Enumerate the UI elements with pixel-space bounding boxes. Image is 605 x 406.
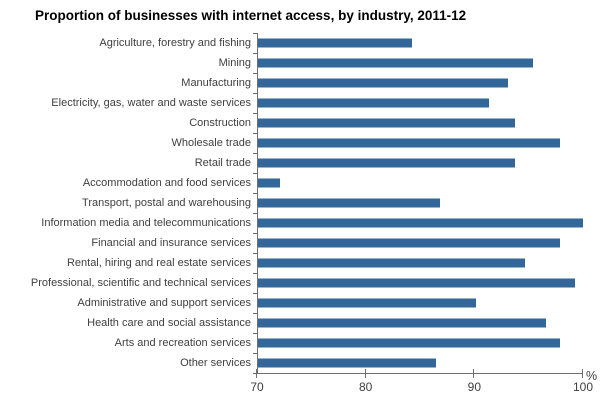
chart-row: Manufacturing — [0, 73, 583, 93]
bar — [258, 138, 561, 148]
x-tick — [473, 369, 475, 378]
bar — [258, 358, 436, 368]
category-label: Information media and telecommunications — [41, 217, 251, 229]
chart-row: Construction — [0, 113, 583, 133]
bar-track — [257, 193, 583, 213]
bar-track — [257, 213, 583, 233]
category-label: Accommodation and food services — [82, 177, 251, 189]
category-label: Manufacturing — [181, 77, 251, 89]
chart-row: Transport, postal and warehousing — [0, 193, 583, 213]
category-label: Administrative and support services — [77, 297, 251, 309]
bar-track — [257, 153, 583, 173]
chart-row: Other services — [0, 353, 583, 374]
x-tick-label: 70 — [250, 380, 264, 394]
x-tick — [256, 369, 257, 378]
bar — [258, 178, 280, 188]
category-label: Electricity, gas, water and waste servic… — [51, 97, 251, 109]
category-label: Construction — [189, 117, 251, 129]
category-label: Transport, postal and warehousing — [82, 197, 251, 209]
chart-row: Financial and insurance services — [0, 233, 583, 253]
bar — [258, 118, 515, 128]
chart-row: Professional, scientific and technical s… — [0, 273, 583, 293]
bar — [258, 258, 525, 268]
chart-title: Proportion of businesses with internet a… — [35, 8, 467, 23]
category-label: Arts and recreation services — [114, 337, 251, 349]
chart-row: Administrative and support services — [0, 293, 583, 313]
category-label: Wholesale trade — [171, 137, 252, 149]
x-tick-label: 80 — [358, 380, 373, 394]
category-label: Agriculture, forestry and fishing — [99, 37, 251, 49]
bar-track — [257, 113, 583, 133]
bar — [258, 58, 534, 68]
bar-track — [257, 173, 583, 193]
bar-track — [257, 313, 583, 333]
x-tick — [582, 369, 583, 378]
category-label: Rental, hiring and real estate services — [66, 257, 251, 269]
bar-track — [257, 273, 583, 293]
bar-track — [257, 93, 583, 113]
x-tick-label: 100 — [572, 380, 594, 394]
category-label: Mining — [218, 57, 251, 69]
chart-row: Wholesale trade — [0, 133, 583, 153]
bar-track — [257, 233, 583, 253]
bar — [258, 78, 509, 88]
bar-track — [257, 253, 583, 273]
chart-row: Retail trade — [0, 153, 583, 173]
bar — [258, 338, 561, 348]
bar — [258, 298, 476, 308]
bar — [258, 238, 561, 248]
plot-area: Agriculture, forestry and fishing Mining M… — [0, 33, 583, 374]
bar — [258, 38, 412, 48]
bar-track — [257, 133, 583, 153]
bar-track — [257, 333, 583, 353]
chart-row: Rental, hiring and real estate services — [0, 253, 583, 273]
bar-track — [257, 293, 583, 313]
bar — [258, 98, 489, 108]
bar — [258, 318, 547, 328]
percent-unit-label: % — [586, 369, 598, 383]
chart-row: Electricity, gas, water and waste servic… — [0, 93, 583, 113]
bar — [258, 198, 440, 208]
bar — [258, 278, 576, 288]
chart-row: Accommodation and food services — [0, 173, 583, 193]
category-label: Professional, scientific and technical s… — [30, 277, 251, 289]
bar — [258, 218, 583, 228]
bar-track — [257, 33, 583, 53]
chart-row: Arts and recreation services — [0, 333, 583, 353]
category-label: Other services — [180, 357, 251, 369]
bar — [258, 158, 515, 168]
chart-row: Mining — [0, 53, 583, 73]
bar-track — [257, 53, 583, 73]
bar-track — [257, 353, 583, 373]
chart-row: Agriculture, forestry and fishing — [0, 33, 583, 53]
bar-track — [257, 73, 583, 93]
chart-row: Information media and telecommunications — [0, 213, 583, 233]
category-label: Health care and social assistance — [87, 317, 251, 329]
x-tick-label: 90 — [467, 380, 482, 394]
category-label: Financial and insurance services — [91, 237, 251, 249]
x-axis: 70 80 90 100 — [250, 369, 593, 394]
category-label: Retail trade — [194, 157, 251, 169]
chart-row: Health care and social assistance — [0, 313, 583, 333]
x-tick — [364, 369, 366, 378]
